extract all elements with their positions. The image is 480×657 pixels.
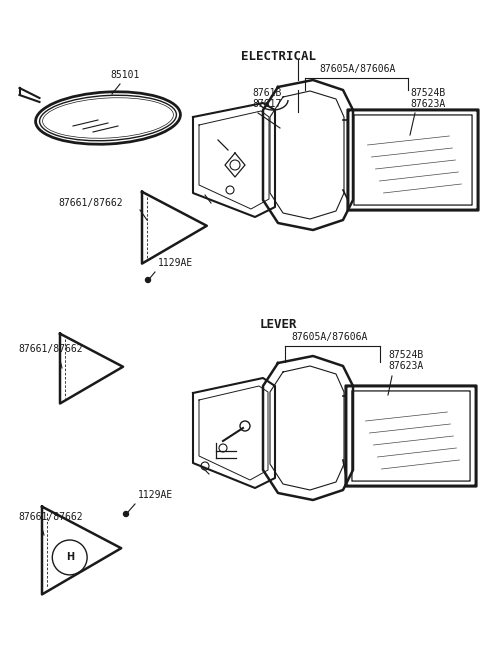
Text: ELECTRICAL: ELECTRICAL <box>240 50 315 63</box>
Circle shape <box>123 512 129 516</box>
Text: 1129AE: 1129AE <box>158 258 193 268</box>
Text: H: H <box>66 553 74 562</box>
Text: 87661/87662: 87661/87662 <box>18 512 83 522</box>
Text: 8761B: 8761B <box>252 88 281 98</box>
Text: 87617: 87617 <box>252 99 281 109</box>
Text: 87524B: 87524B <box>388 350 423 360</box>
Text: 87661/87662: 87661/87662 <box>18 344 83 354</box>
Text: 87524B: 87524B <box>410 88 445 98</box>
Circle shape <box>145 277 151 283</box>
Text: 1129AE: 1129AE <box>138 490 173 500</box>
Text: 87623A: 87623A <box>388 361 423 371</box>
Text: 85101: 85101 <box>110 70 140 80</box>
Text: 87661/87662: 87661/87662 <box>58 198 122 208</box>
Text: 87605A/87606A: 87605A/87606A <box>292 332 368 342</box>
Text: LEVER: LEVER <box>259 318 297 331</box>
Text: 87623A: 87623A <box>410 99 445 109</box>
Text: 87605A/87606A: 87605A/87606A <box>320 64 396 74</box>
